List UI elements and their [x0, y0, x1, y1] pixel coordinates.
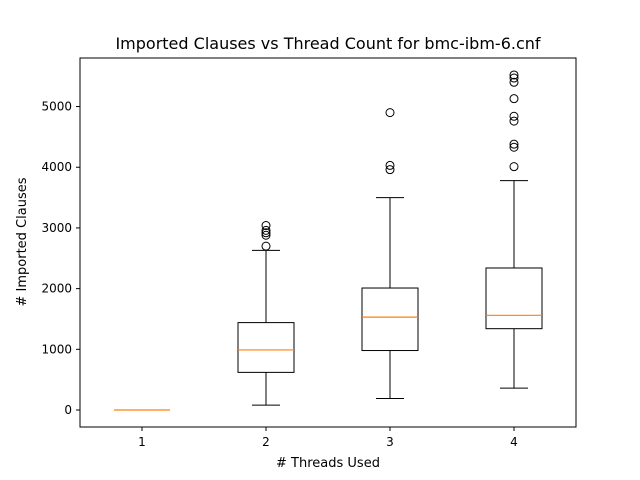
iqr-box: [237, 322, 295, 373]
iqr-box: [485, 267, 543, 330]
y-tick-label: 5000: [41, 100, 72, 114]
y-tick-label: 1000: [41, 342, 72, 356]
y-tick-label: 0: [64, 403, 72, 417]
box-group: [361, 108, 419, 399]
outlier-point: [385, 165, 395, 175]
box-group: [485, 70, 543, 389]
outlier-point: [261, 221, 271, 231]
y-tick-label: 2000: [41, 282, 72, 296]
outlier-point: [509, 70, 519, 80]
outlier-point: [509, 73, 519, 83]
outlier-point: [261, 225, 271, 235]
outlier-point: [509, 111, 519, 121]
outlier-point: [509, 162, 519, 172]
outlier-point: [385, 108, 395, 118]
outlier-point: [509, 139, 519, 149]
outlier-point: [509, 94, 519, 104]
plot-frame: [79, 57, 577, 428]
x-tick-label: 3: [386, 435, 394, 449]
x-tick-label: 2: [262, 435, 270, 449]
x-tick-label: 1: [138, 435, 146, 449]
outlier-point: [385, 160, 395, 170]
box-group: [237, 221, 295, 406]
x-tick-label: 4: [510, 435, 518, 449]
outlier-point: [509, 77, 519, 87]
y-tick-label: 4000: [41, 160, 72, 174]
iqr-box: [361, 287, 419, 352]
outlier-point: [261, 230, 271, 240]
y-axis-label: # Imported Clauses: [15, 177, 30, 306]
plot-area: [114, 70, 543, 411]
axes: 0 1000 2000 3000 4000 5000 1 2 3 4: [41, 57, 577, 449]
x-axis-label: # Threads Used: [276, 456, 380, 471]
outlier-point: [261, 241, 271, 251]
outlier-point: [261, 228, 271, 238]
outlier-point: [509, 142, 519, 152]
y-tick-label: 3000: [41, 221, 72, 235]
chart-title: Imported Clauses vs Thread Count for bmc…: [115, 34, 540, 53]
outlier-point: [509, 116, 519, 126]
